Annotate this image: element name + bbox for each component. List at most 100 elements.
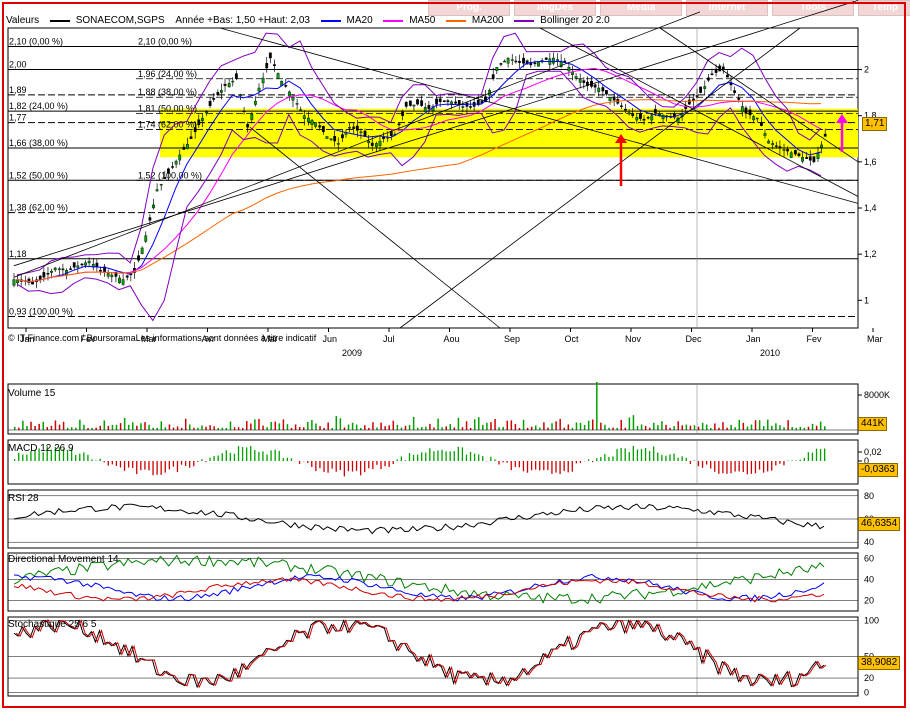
- volume-bar: [465, 421, 468, 430]
- macd-bar: [579, 461, 582, 463]
- volume-bar: [494, 418, 496, 430]
- fib2-label-5: 1,52 (100,00 %): [138, 170, 202, 180]
- candle-body: [370, 142, 374, 146]
- red-arrow-head: [615, 134, 627, 143]
- dm-panel-area: [7, 552, 859, 612]
- volume-bar: [486, 422, 488, 430]
- candle-body: [695, 95, 699, 97]
- candle-body: [382, 137, 385, 139]
- volume-bar: [302, 427, 305, 430]
- price-ytick-label-2: 1,4: [864, 203, 877, 213]
- macd-bar: [359, 461, 362, 476]
- candle-body: [53, 267, 57, 271]
- tab-tools[interactable]: Tools: [772, 0, 854, 16]
- macd-bar: [824, 448, 826, 461]
- volume-bar: [258, 418, 260, 430]
- legend-ma50-swatch: [383, 19, 404, 22]
- highlight-zone: [160, 108, 858, 158]
- bollinger-lower: [16, 70, 822, 322]
- volume-bar: [600, 422, 602, 430]
- macd-bar: [441, 449, 443, 461]
- volume-bar: [815, 425, 818, 430]
- macd-bar: [771, 461, 773, 471]
- dm-ytick-label-2: 20: [864, 595, 874, 605]
- macd-bar: [189, 461, 191, 468]
- tab-imgdes[interactable]: ImgDes: [514, 0, 596, 16]
- macd-bar: [767, 461, 769, 472]
- candle-body: [118, 277, 121, 284]
- tab-internet[interactable]: Internet: [686, 0, 768, 16]
- candle-body: [801, 157, 804, 162]
- candle-body: [499, 63, 503, 65]
- candle-body: [174, 160, 178, 165]
- legend-ma50: MA50: [409, 15, 436, 26]
- volume-bar: [616, 427, 618, 430]
- volume-bar: [75, 427, 77, 430]
- volume-bar: [421, 427, 423, 430]
- month-label-6: Jul: [383, 334, 395, 344]
- candle-body: [295, 103, 299, 105]
- macd-bar: [469, 451, 472, 461]
- candle-body: [706, 77, 710, 81]
- volume-bar: [26, 425, 28, 430]
- candle-body: [416, 99, 419, 105]
- volume-bar: [506, 420, 509, 430]
- fib2-label-4: 1,74 (62,00 %): [138, 120, 197, 130]
- macd-bar: [22, 454, 24, 461]
- candle-body: [601, 87, 605, 92]
- tab-media[interactable]: Media: [600, 0, 682, 16]
- candle-body: [167, 168, 170, 174]
- volume-bar: [83, 424, 85, 430]
- candle-body: [635, 117, 639, 121]
- fib-label-0: 2,10 (0,00 %): [9, 36, 63, 46]
- macd-bar: [453, 451, 455, 461]
- volume-bar: [787, 420, 789, 430]
- month-label-1: Fev: [81, 334, 97, 344]
- fib2-label-3: 1,81 (50,00 %): [138, 103, 197, 113]
- macd-bar: [498, 461, 500, 465]
- volume-bar: [392, 420, 395, 430]
- candle-body: [27, 278, 31, 283]
- volume-bar: [526, 427, 529, 430]
- macd-bar: [571, 461, 573, 472]
- candle-body: [763, 133, 767, 136]
- candle-body: [200, 117, 204, 122]
- macd-bar: [58, 447, 61, 461]
- macd-bar: [404, 460, 407, 461]
- macd-bar: [632, 446, 634, 461]
- month-label-12: Jan: [746, 334, 761, 344]
- candle-body: [510, 59, 514, 61]
- volume-bar: [347, 424, 350, 430]
- volume-bar: [714, 423, 716, 430]
- macd-bar: [372, 461, 374, 470]
- macd-bar: [331, 461, 333, 469]
- stoch-last-value: 38,9082: [858, 656, 901, 670]
- macd-bar: [217, 455, 219, 461]
- volume-bar: [355, 424, 358, 430]
- tab-prog[interactable]: Prog.: [428, 0, 510, 16]
- volume-bar: [783, 427, 785, 430]
- candle-body: [525, 60, 529, 65]
- candle-body: [823, 133, 827, 137]
- macd-bar: [746, 461, 748, 475]
- macd-bar: [156, 461, 158, 475]
- macd-bar: [535, 461, 537, 470]
- macd-bar: [274, 449, 276, 461]
- tab-temp[interactable]: Temp: [858, 0, 910, 16]
- macd-bar: [408, 453, 411, 461]
- macd-bar: [343, 461, 345, 477]
- candle-body: [336, 143, 340, 145]
- macd-bar: [103, 461, 105, 463]
- candle-body: [646, 116, 650, 119]
- macd-bar: [657, 452, 659, 461]
- macd-bar: [46, 446, 48, 461]
- candle-body: [242, 110, 246, 113]
- volume-bar: [437, 418, 439, 430]
- candle-body: [582, 80, 586, 83]
- volume-ytick-label-0: 8000K: [864, 390, 890, 400]
- candle-body: [106, 273, 110, 277]
- stoch-ytick-label-2: 20: [864, 673, 874, 683]
- candle-body: [57, 268, 61, 270]
- macd-bar: [718, 461, 720, 474]
- volume-bar: [189, 424, 191, 430]
